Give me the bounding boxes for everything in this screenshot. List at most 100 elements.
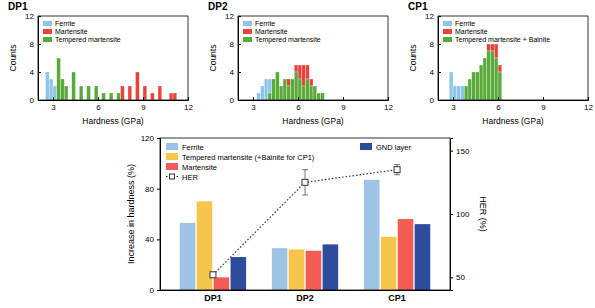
x-tick-label: DP2 [296, 293, 314, 303]
y-tick-label: 4 [230, 68, 235, 77]
histogram-bar [294, 65, 298, 72]
x-tick-label: 6 [496, 103, 501, 112]
y-tick-mark [438, 44, 441, 45]
legend-label: Tempered martensite (+Bainite for CP1) [182, 153, 315, 162]
plot-frame [438, 16, 588, 100]
x-tick: 6 [496, 97, 501, 112]
histogram-bar [261, 86, 265, 100]
bar [289, 249, 305, 290]
y-tick: 8 [30, 40, 41, 49]
bar [398, 219, 414, 290]
legend-item: Ferrite [243, 20, 275, 27]
legend-swatch [443, 29, 452, 34]
y-tick: 4 [230, 68, 241, 77]
y-tick-label: 0 [30, 96, 35, 105]
x-tick-mark [188, 97, 189, 100]
legend: FerriteTempered martensite (+Bainite for… [166, 143, 412, 182]
y-axis: 0 4 8 12 [25, 12, 41, 105]
histogram-bar [476, 72, 480, 100]
histogram-bar [472, 72, 476, 100]
legend-item: GND layer [360, 143, 412, 152]
y2-tick-mark [450, 151, 453, 152]
plot-frame [160, 138, 450, 290]
y-tick-label: 4 [30, 68, 35, 77]
legend-swatch [360, 143, 372, 150]
legend-item: Martensite [443, 28, 488, 35]
histogram-bar [302, 65, 306, 86]
legend-swatch [166, 143, 178, 150]
legend-label: Ferrite [55, 20, 75, 27]
x-axis: 36912 [239, 97, 394, 112]
y2-tick-label: 50 [456, 273, 465, 282]
x-tick-mark [453, 97, 454, 100]
y-tick: 4 [430, 68, 441, 77]
y-axis-title: Counts [208, 45, 218, 72]
y2-axis: 50100150 [450, 139, 470, 291]
histogram-bar [317, 93, 321, 100]
legend-item: Ferrite [43, 20, 75, 27]
histogram-panel: 3691204812Hardness (GPa)CountsDP2Ferrite… [208, 1, 393, 126]
legend-item: Tempered martensite [243, 36, 321, 44]
legend-label: Tempered martensite + Bainite [455, 36, 550, 44]
y2-tick: 150 [450, 147, 470, 156]
legend-item: Ferrite [443, 20, 475, 27]
y-tick: 12 [425, 12, 441, 21]
histogram-bar [487, 51, 491, 100]
x-tick-mark [543, 97, 544, 100]
histogram-bar [449, 72, 453, 100]
x-tick-label: CP1 [388, 293, 406, 303]
x-tick-label: 3 [51, 103, 56, 112]
legend-label: Martensite [182, 163, 217, 172]
histogram-bar [158, 86, 162, 100]
error-bar-cap [394, 164, 400, 165]
histogram-bar [287, 86, 291, 100]
histogram-bar [302, 86, 306, 100]
x-tick: 3 [451, 97, 456, 112]
x-tick-mark [343, 97, 344, 100]
y-tick-mark [38, 44, 41, 45]
histogram-bar [313, 86, 317, 100]
histogram-bars [449, 44, 502, 100]
legend-label: Martensite [255, 28, 288, 35]
x-tick-label: 12 [384, 103, 393, 112]
x-tick-mark [253, 97, 254, 100]
x-tick-mark [298, 97, 299, 100]
error-bar-cap [394, 174, 400, 175]
y-tick-mark [157, 290, 160, 291]
x-tick-mark [388, 97, 389, 100]
histogram-bar [169, 93, 173, 100]
histogram-bar [461, 86, 465, 100]
y2-tick: 50 [450, 273, 465, 282]
histogram-bar [87, 86, 91, 100]
bar-chart: DP1DP2CP10408012050100150HER (%)Increase… [126, 134, 488, 303]
x-axis-title: Hardness (GPa) [282, 116, 344, 126]
histogram-bar [173, 93, 177, 100]
histogram-bar [61, 79, 65, 100]
legend-label: Ferrite [182, 143, 204, 152]
histogram-bar [468, 79, 472, 100]
legend-label: Martensite [455, 28, 488, 35]
x-tick: 3 [51, 97, 56, 112]
y-axis-title: Counts [8, 45, 18, 72]
x-tick-label: 12 [184, 103, 193, 112]
histogram-bar [121, 86, 125, 100]
y-tick: 80 [145, 185, 160, 194]
bar [381, 237, 397, 290]
y-tick-label: 12 [425, 12, 434, 21]
histogram-bar [453, 86, 457, 100]
histogram-bar [491, 44, 495, 51]
error-bar-cap [302, 195, 308, 196]
y-axis: 04080120 [141, 134, 161, 295]
error-bar [302, 170, 308, 195]
y-axis-line [439, 17, 442, 101]
y-tick-mark [238, 100, 241, 101]
y-tick-label: 12 [25, 12, 34, 21]
x-tick-label: 9 [341, 103, 346, 112]
y-tick-mark [157, 239, 160, 240]
y-axis-line [157, 139, 161, 291]
error-bar [394, 165, 400, 175]
histogram-bar [72, 72, 76, 100]
histogram-bar [117, 93, 121, 100]
bar [364, 180, 380, 290]
y-tick-label: 0 [230, 96, 235, 105]
